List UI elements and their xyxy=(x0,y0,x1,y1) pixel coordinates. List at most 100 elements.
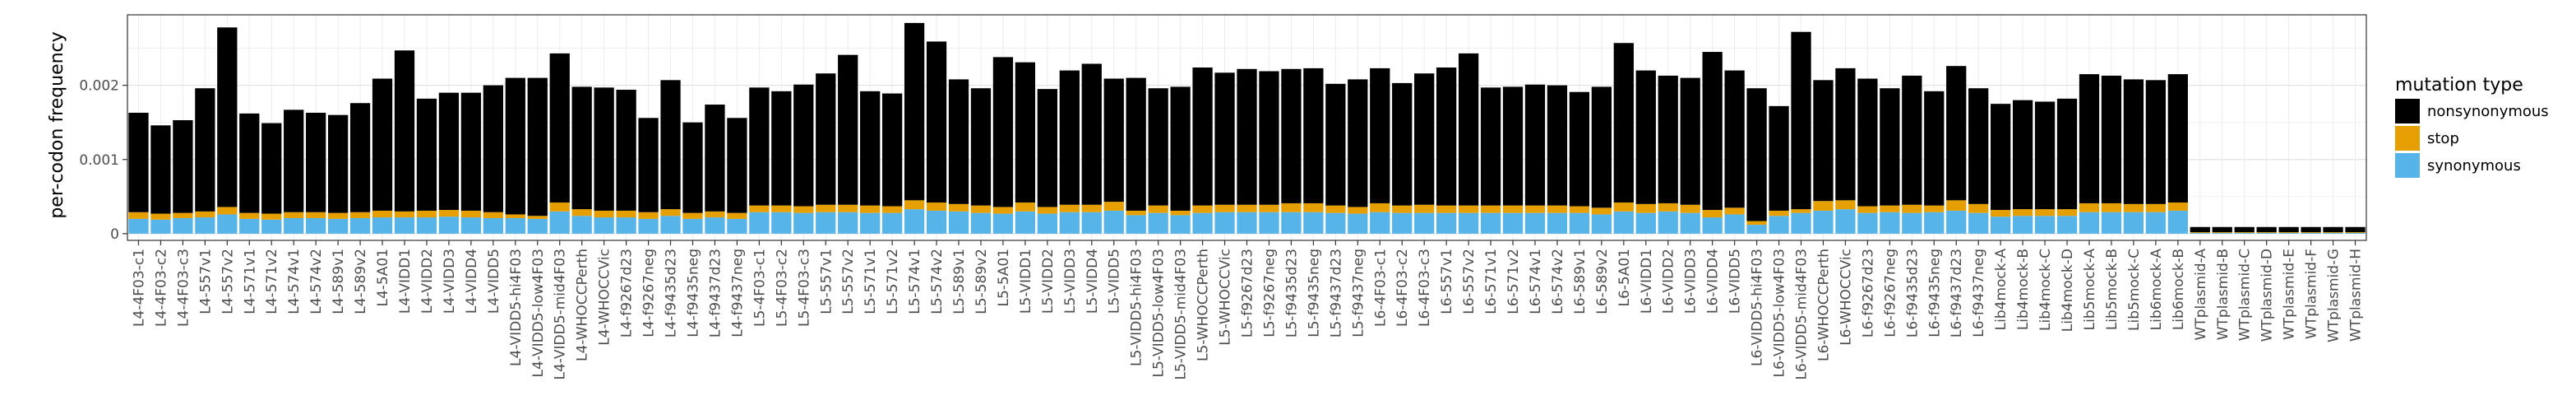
x-tick-label: L4-589v2 xyxy=(353,249,369,314)
panel-border xyxy=(127,14,2367,241)
legend-label-nonsynonymous: nonsynonymous xyxy=(2427,103,2549,120)
bar-segment-synonymous xyxy=(727,218,747,234)
bar-segment-stop xyxy=(992,207,1014,214)
bar-segment-nonsynonymous xyxy=(1813,80,1834,202)
bar-segment-nonsynonymous xyxy=(1946,66,1967,201)
x-tick-label: L5-WHOCCVic xyxy=(1218,249,1234,346)
bar-segment-stop xyxy=(1281,202,1302,212)
x-tick-label: WTplasmid-E xyxy=(2282,249,2298,340)
bar-segment-nonsynonymous xyxy=(2123,79,2144,204)
x-tick-label: L5-VIDD1 xyxy=(1018,249,1034,314)
x-tick-label: L5-574v1 xyxy=(907,249,923,314)
bar-segment-synonymous xyxy=(1547,212,1568,234)
x-tick-label: L4-5A01 xyxy=(375,249,391,307)
bar-segment-nonsynonymous xyxy=(1524,84,1546,206)
bar-segment-stop xyxy=(2079,202,2100,212)
bar-segment-nonsynonymous xyxy=(460,92,482,211)
bar-segment-nonsynonymous xyxy=(483,85,503,212)
bar-segment-stop xyxy=(239,212,260,219)
bar-segment-stop xyxy=(2167,202,2188,211)
bar-segment-synonymous xyxy=(1325,212,1346,234)
x-tick-label: L4-VIDD5-mid4F03 xyxy=(553,249,569,380)
bar-segment-synonymous xyxy=(1724,214,1745,234)
bar-segment-nonsynonymous xyxy=(904,22,925,201)
x-tick-label: L4-f9267d23 xyxy=(619,249,636,338)
x-tick-label: L6-f9435neg xyxy=(1926,249,1943,338)
bar-segment-stop xyxy=(860,205,881,213)
bar-segment-nonsynonymous xyxy=(2079,74,2100,203)
x-tick-label: L4-571v2 xyxy=(264,249,280,314)
bar-segment-synonymous xyxy=(1037,213,1057,234)
x-tick-label: L4-VIDD2 xyxy=(419,249,436,314)
bar-segment-nonsynonymous xyxy=(1348,79,1368,207)
bar-segment-stop xyxy=(2345,232,2366,233)
bar-segment-stop xyxy=(1037,207,1057,214)
bar-segment-nonsynonymous xyxy=(1791,31,1811,210)
x-tick-label: L4-f9267neg xyxy=(641,249,658,338)
x-tick-label: L6-WHOCCPerth xyxy=(1815,249,1832,361)
bar-segment-synonymous xyxy=(882,212,903,234)
bar-segment-stop xyxy=(2101,202,2122,212)
bar-segment-synonymous xyxy=(1348,213,1368,234)
x-tick-label: Lib4mock-D xyxy=(2060,249,2076,332)
x-tick-label: L6-589v2 xyxy=(1594,249,1611,314)
bar-segment-nonsynonymous xyxy=(1081,63,1102,205)
bar-segment-stop xyxy=(173,212,193,218)
bar-segment-stop xyxy=(2012,209,2033,216)
bar-segment-nonsynonymous xyxy=(616,90,636,211)
x-tick-label: L5-4F03-c1 xyxy=(752,249,768,327)
bar-segment-synonymous xyxy=(1658,211,1678,234)
bar-segment-synonymous xyxy=(1991,216,2011,234)
x-tick-label: WTplasmid-C xyxy=(2237,249,2254,341)
x-tick-label: L4-VIDD4 xyxy=(464,249,480,314)
bar-segment-nonsynonymous xyxy=(1502,86,1524,206)
x-tick-label: Lib5mock-B xyxy=(2104,249,2120,330)
bar-segment-stop xyxy=(926,202,947,211)
bar-segment-stop xyxy=(284,212,304,218)
x-tick-label: L4-557v2 xyxy=(220,249,236,314)
bar-segment-nonsynonymous xyxy=(349,103,371,212)
x-tick-label: L4-574v2 xyxy=(308,249,325,314)
bar-segment-synonymous xyxy=(549,211,570,234)
x-tick-label: L6-f9437d23 xyxy=(1949,249,1965,338)
legend-key-nonsynonymous xyxy=(2395,99,2420,123)
bar-segment-synonymous xyxy=(128,218,149,234)
bar-segment-nonsynonymous xyxy=(394,50,415,212)
bar-segment-stop xyxy=(306,212,326,218)
bar-segment-nonsynonymous xyxy=(1880,88,1900,206)
bar-segment-nonsynonymous xyxy=(327,114,349,213)
x-tick-label: L6-VIDD5-low4F03 xyxy=(1772,249,1788,377)
bar-segment-nonsynonymous xyxy=(1635,70,1656,204)
bar-segment-nonsynonymous xyxy=(2145,80,2167,204)
bar-segment-nonsynonymous xyxy=(1702,52,1723,211)
x-tick-label: L5-589v1 xyxy=(951,249,968,314)
bar-segment-stop xyxy=(705,211,725,218)
bar-segment-synonymous xyxy=(416,217,437,234)
bar-segment-nonsynonymous xyxy=(2345,226,2366,233)
x-tick-label: L4-589v1 xyxy=(331,249,347,314)
bar-segment-nonsynonymous xyxy=(1281,68,1302,203)
bar-segment-stop xyxy=(460,210,482,218)
bar-segment-nonsynonymous xyxy=(1591,86,1612,208)
x-tick-label: L6-4F03-c3 xyxy=(1417,249,1433,327)
bar-segment-stop xyxy=(1170,210,1191,216)
x-tick-label: L5-f9267neg xyxy=(1261,249,1278,338)
bar-segment-nonsynonymous xyxy=(2101,75,2122,203)
bar-segment-stop xyxy=(1081,204,1102,212)
bar-segment-synonymous xyxy=(1635,212,1656,234)
bar-segment-stop xyxy=(416,210,437,218)
bar-segment-synonymous xyxy=(1880,212,1900,234)
bar-segment-stop xyxy=(2190,232,2210,233)
x-tick-label: L6-4F03-c1 xyxy=(1372,249,1389,327)
bar-segment-synonymous xyxy=(771,212,792,234)
bar-segment-stop xyxy=(660,209,681,216)
bar-segment-nonsynonymous xyxy=(594,87,614,211)
bar-segment-stop xyxy=(1902,204,1922,213)
bar-segment-synonymous xyxy=(349,217,371,234)
bar-segment-synonymous xyxy=(1281,212,1302,234)
bar-segment-stop xyxy=(128,212,149,219)
legend: mutation type nonsynonymous stop synonymou… xyxy=(2395,75,2549,178)
bar-segment-nonsynonymous xyxy=(1192,67,1213,206)
bar-segment-synonymous xyxy=(394,217,415,234)
x-tick-label: L6-VIDD2 xyxy=(1661,249,1677,314)
